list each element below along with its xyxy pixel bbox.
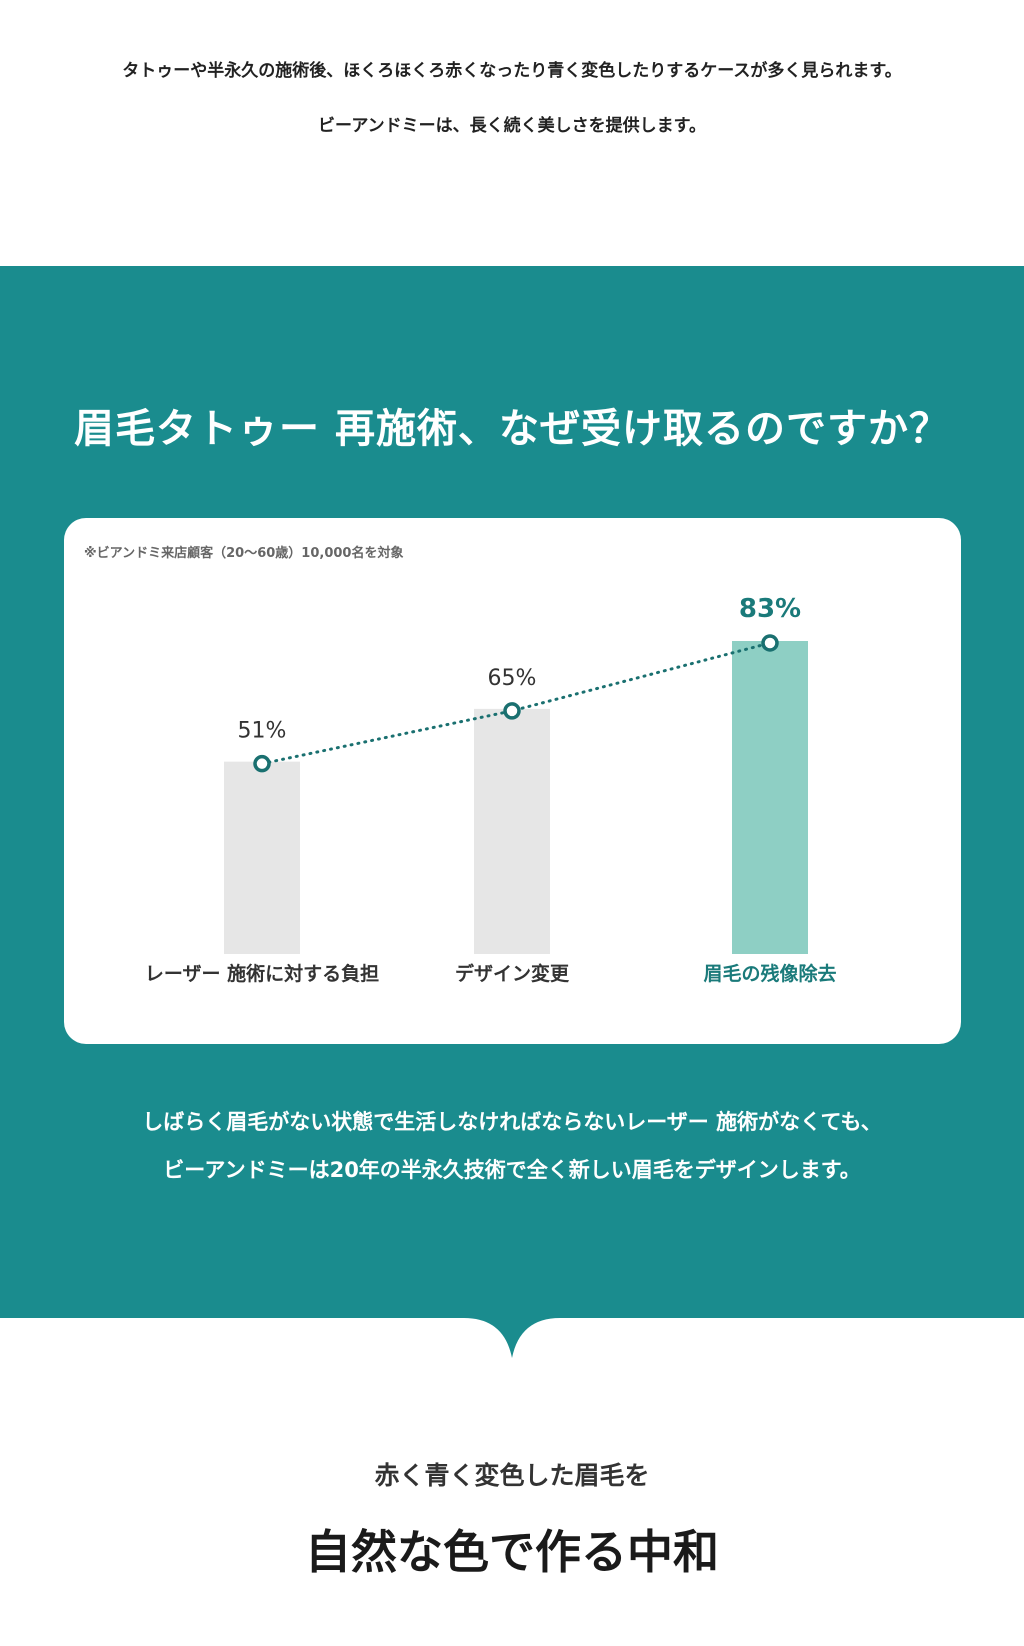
intro-text-1: タトゥーや半永久の施術後、ほくろほくろ赤くなったり青く変色したりするケースが多く… <box>122 61 902 81</box>
bar-0 <box>224 761 300 954</box>
value-label-1: 65% <box>488 666 537 691</box>
chart-card: ※ビアンドミ来店顧客（20～60歳）10,000名を対象 51% レーザー 施術に… <box>64 518 961 1044</box>
trend-point-1 <box>503 702 521 720</box>
section-title: 眉毛タトゥー 再施術、なぜ受け取るのですか？ <box>74 406 950 452</box>
trend-point-0 <box>253 754 271 773</box>
bottom-subtitle: 赤く青く変色した眉毛を <box>374 1461 650 1490</box>
value-label-0: 51% <box>238 719 287 744</box>
section-description-2: ビーアンドミーは20年の半永久技術で全く新しい眉毛をデザインします。 <box>163 1158 861 1182</box>
intro-section: タトゥーや半永久の施術後、ほくろほくろ赤くなったり青く変色したりするケースが多く… <box>0 0 1024 266</box>
bar-chart: 51% レーザー 施術に対する負担 65% デザイン変更 83% 眉毛の残像除去 <box>145 594 837 985</box>
category-label-2: 眉毛の残像除去 <box>703 962 836 985</box>
bar-1 <box>474 708 550 954</box>
trend-point-2 <box>761 634 779 652</box>
section-description-1: しばらく眉毛がない状態で生活しなければならないレーザー 施術がなくても、 <box>142 1110 882 1134</box>
category-label-1: デザイン変更 <box>455 962 570 985</box>
bottom-title: 自然な色で作る中和 <box>305 1525 719 1579</box>
category-label-0: レーザー 施術に対する負担 <box>145 962 379 985</box>
value-label-2: 83% <box>739 594 801 624</box>
intro-text-2: ビーアンドミーは、長く続く美しさを提供します。 <box>318 116 706 136</box>
section-divider-notch <box>0 1310 1024 1358</box>
trend-line <box>260 641 772 766</box>
chart-note: ※ビアンドミ来店顧客（20～60歳）10,000名を対象 <box>84 546 404 561</box>
bar-2 <box>732 641 808 954</box>
survey-section: 眉毛タトゥー 再施術、なぜ受け取るのですか？ ※ビアンドミ来店顧客（20～60歳… <box>0 266 1024 1316</box>
